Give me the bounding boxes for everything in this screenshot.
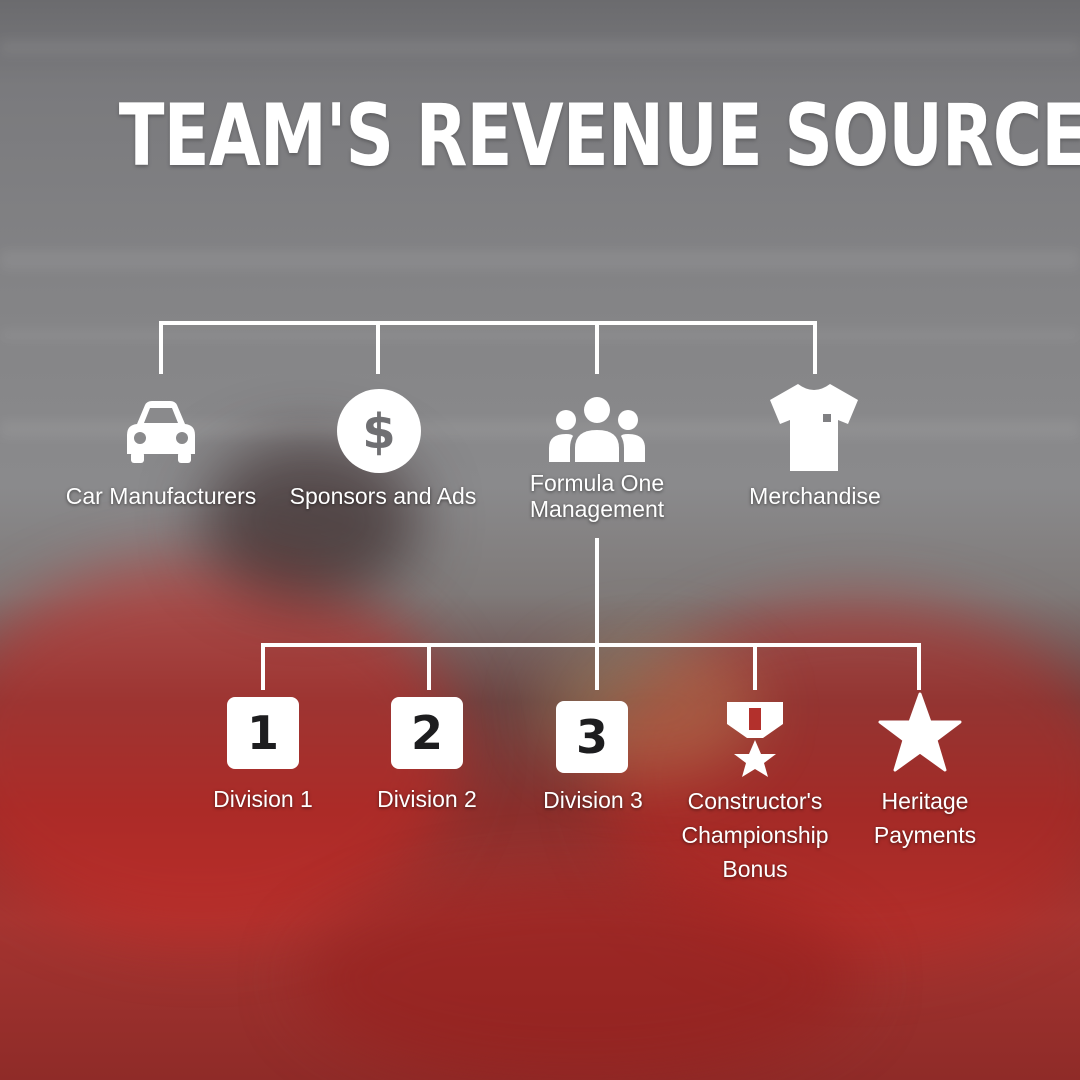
number-1-icon: 1 bbox=[227, 697, 299, 769]
label-division-1: Division 1 bbox=[213, 786, 313, 812]
label-division-2: Division 2 bbox=[377, 786, 477, 812]
background-streak bbox=[0, 250, 1080, 270]
tshirt-icon bbox=[770, 384, 858, 471]
label-formula-one-management: Formula One Management bbox=[500, 470, 694, 522]
medal-icon bbox=[727, 702, 783, 777]
label-merchandise: Merchandise bbox=[749, 483, 881, 509]
label-line: Constructor's bbox=[687, 788, 823, 814]
division-number: 2 bbox=[410, 706, 443, 760]
division-number: 1 bbox=[246, 706, 279, 760]
group-people-icon bbox=[549, 397, 645, 462]
label-line: Formula One bbox=[529, 470, 665, 496]
label-constructors-championship-bonus: Constructor's Championship Bonus bbox=[655, 784, 855, 886]
division-number: 3 bbox=[575, 710, 608, 764]
label-line: Heritage bbox=[881, 788, 969, 814]
label-car-manufacturers: Car Manufacturers bbox=[65, 483, 257, 509]
label-sponsors-and-ads: Sponsors and Ads bbox=[289, 483, 477, 509]
page-title: TEAM'S REVENUE SOURCES bbox=[118, 86, 1080, 186]
label-line: Management bbox=[529, 496, 665, 522]
car-icon bbox=[127, 401, 195, 463]
background-streak bbox=[0, 40, 1080, 54]
number-2-icon: 2 bbox=[391, 697, 463, 769]
label-division-3: Division 3 bbox=[543, 787, 643, 813]
background-streak bbox=[0, 330, 1080, 340]
label-line: Payments bbox=[873, 822, 977, 848]
svg-text:$: $ bbox=[362, 404, 395, 460]
label-line: Championship bbox=[681, 822, 829, 848]
star-icon bbox=[878, 692, 962, 772]
label-heritage-payments: Heritage Payments bbox=[825, 784, 1025, 852]
background-car-blur bbox=[300, 880, 860, 1080]
dollar-coin-icon: $ bbox=[337, 389, 421, 473]
label-line: Bonus bbox=[722, 856, 788, 882]
number-3-icon: 3 bbox=[556, 701, 628, 773]
